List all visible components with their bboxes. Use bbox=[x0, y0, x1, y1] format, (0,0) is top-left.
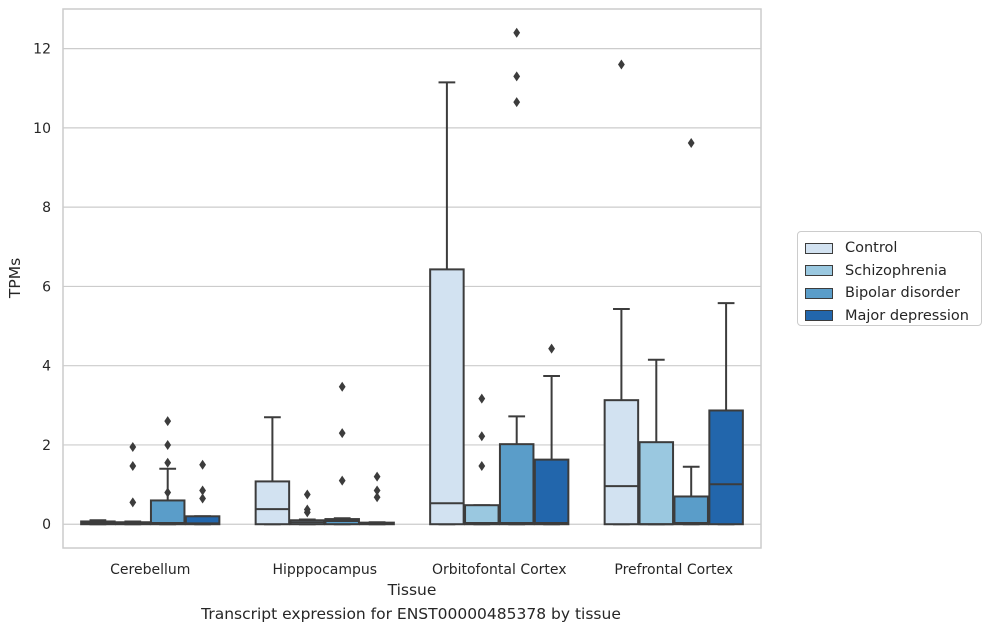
legend-item-major-depression: Major depression bbox=[805, 305, 981, 328]
box-body bbox=[603, 399, 640, 526]
legend-item-bipolar-disorder: Bipolar disorder bbox=[805, 282, 981, 305]
box bbox=[498, 27, 535, 526]
legend-item-control: Control bbox=[805, 237, 981, 260]
x-tick-label: Prefrontal Cortex bbox=[614, 562, 733, 578]
y-tick-label: 8 bbox=[42, 200, 51, 216]
y-tick-label: 2 bbox=[42, 438, 51, 454]
box bbox=[324, 381, 360, 526]
outlier-point bbox=[478, 393, 486, 404]
box bbox=[289, 489, 326, 526]
legend-label: Control bbox=[845, 240, 898, 257]
outlier-point bbox=[373, 492, 381, 503]
y-tick-label: 6 bbox=[42, 279, 51, 295]
outlier-point bbox=[303, 489, 311, 500]
x-tick-labels: Cerebellum Hipppocampus Orbitofontal Corte… bbox=[110, 562, 733, 578]
box-body bbox=[673, 495, 709, 526]
x-axis-label: Tissue bbox=[387, 581, 437, 599]
gridlines bbox=[63, 48, 761, 525]
y-tick-label: 10 bbox=[33, 121, 51, 137]
y-tick-labels: 0 2 4 6 8 10 12 bbox=[33, 42, 51, 534]
outlier-point bbox=[164, 416, 172, 427]
box-body bbox=[498, 443, 535, 526]
box bbox=[149, 416, 186, 526]
box-body bbox=[254, 480, 291, 526]
y-tick-label: 0 bbox=[42, 517, 51, 533]
box bbox=[673, 137, 709, 526]
legend-item-schizophrenia: Schizophrenia bbox=[805, 260, 981, 283]
outlier-point bbox=[129, 497, 137, 508]
box-body bbox=[638, 441, 675, 526]
outlier-point bbox=[687, 137, 695, 148]
outlier-point bbox=[478, 460, 486, 471]
legend-swatch bbox=[805, 310, 833, 322]
outlier-point bbox=[303, 504, 311, 515]
legend-swatch bbox=[805, 287, 833, 299]
outlier-point bbox=[513, 71, 521, 82]
y-tick-label: 4 bbox=[42, 359, 51, 375]
box bbox=[464, 393, 500, 526]
x-tick-label: Cerebellum bbox=[110, 562, 190, 578]
box-body bbox=[708, 409, 744, 526]
box bbox=[429, 81, 465, 526]
outlier-point bbox=[513, 97, 521, 108]
x-tick-label: Hipppocampus bbox=[272, 562, 377, 578]
legend-swatch bbox=[805, 265, 833, 277]
box-body bbox=[464, 504, 500, 526]
outlier-point bbox=[373, 485, 381, 496]
legend: Control Schizophrenia Bipolar disorder M… bbox=[797, 231, 982, 326]
box-body bbox=[429, 268, 465, 526]
box bbox=[254, 416, 291, 526]
outlier-point bbox=[548, 343, 555, 354]
outlier-point bbox=[338, 381, 346, 392]
outlier-point bbox=[338, 428, 346, 439]
box bbox=[603, 59, 640, 526]
outlier-point bbox=[513, 27, 521, 38]
box bbox=[708, 302, 744, 526]
box-series bbox=[80, 27, 744, 526]
outlier-point bbox=[164, 487, 172, 498]
outlier-point bbox=[478, 431, 486, 442]
box bbox=[184, 459, 221, 526]
legend-label: Schizophrenia bbox=[845, 262, 947, 279]
outlier-point bbox=[373, 471, 381, 482]
outlier-point bbox=[199, 493, 206, 504]
box-body bbox=[533, 458, 570, 526]
plot-frame bbox=[62, 8, 762, 549]
box bbox=[80, 519, 116, 526]
box bbox=[115, 441, 151, 526]
outlier-point bbox=[129, 441, 137, 452]
box bbox=[638, 358, 675, 526]
outlier-point bbox=[199, 459, 206, 470]
x-tick-label: Orbitofontal Cortex bbox=[432, 562, 567, 578]
y-tick-label: 12 bbox=[33, 42, 51, 58]
legend-swatch bbox=[805, 242, 833, 254]
outlier-point bbox=[164, 457, 172, 468]
box bbox=[533, 343, 570, 526]
box-body bbox=[149, 499, 186, 526]
chart-caption: Transcript expression for ENST0000048537… bbox=[201, 605, 621, 623]
box bbox=[359, 471, 395, 526]
y-axis-label: TPMs bbox=[6, 258, 24, 299]
outlier-point bbox=[338, 475, 346, 486]
outlier-point bbox=[199, 485, 206, 496]
legend-label: Major depression bbox=[845, 307, 969, 324]
outlier-point bbox=[129, 460, 137, 471]
outlier-point bbox=[618, 59, 625, 70]
legend-label: Bipolar disorder bbox=[845, 285, 960, 302]
outlier-point bbox=[164, 439, 172, 450]
